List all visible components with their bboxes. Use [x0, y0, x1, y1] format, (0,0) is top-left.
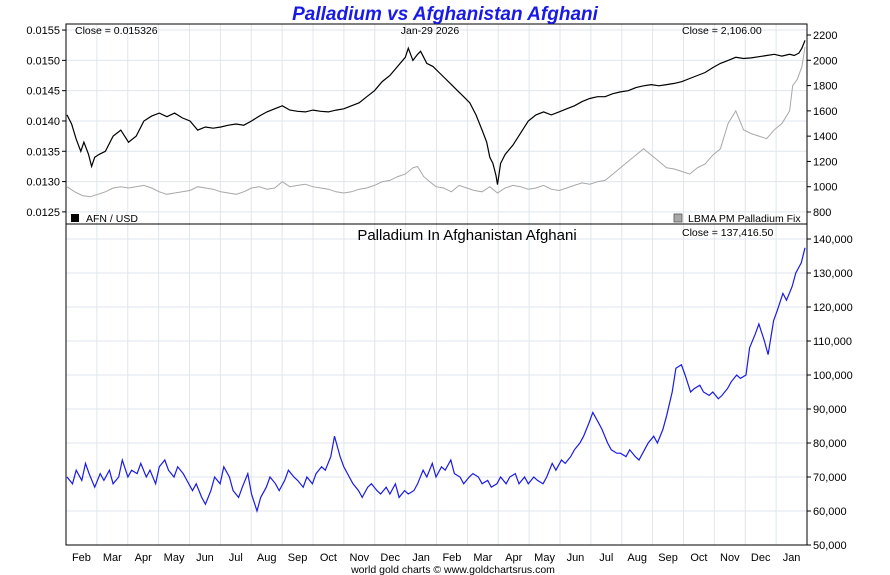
x-tick-label: Mar	[473, 552, 492, 564]
legend-palladium-swatch	[673, 213, 683, 223]
y-tick-label-bottom: 90,000	[813, 404, 847, 416]
x-tick-label: May	[534, 552, 555, 564]
x-tick-label: Oct	[320, 552, 337, 564]
y-tick-label-bottom: 110,000	[813, 336, 852, 348]
top-panel-grid	[65, 24, 808, 224]
y-tick-label-right: 1000	[813, 182, 837, 194]
x-tick-label: Aug	[627, 552, 647, 564]
x-tick-label: Jan	[412, 552, 430, 564]
y-tick-label-left: 0.0145	[26, 86, 60, 98]
footer-credit: world gold charts © www.goldchartsrus.co…	[350, 564, 555, 575]
y-tick-label-left: 0.0155	[26, 25, 60, 37]
y-tick-label-bottom: 100,000	[813, 370, 853, 382]
x-axis: Feb Mar Apr May Jun Jul Aug Sep Oct Nov Dec Jan Feb M…	[72, 552, 800, 564]
y-tick-label-bottom: 60,000	[813, 506, 847, 518]
y-tick-label-left: 0.0150	[26, 55, 60, 67]
x-tick-label: Jun	[567, 552, 585, 564]
x-tick-label: Nov	[720, 552, 740, 564]
y-tick-label-bottom: 140,000	[813, 234, 853, 246]
palladium-usd-line	[66, 46, 806, 198]
y-tick-label-left: 0.0135	[26, 146, 60, 158]
y-tick-label-bottom: 130,000	[813, 268, 853, 280]
x-tick-label: Dec	[751, 552, 771, 564]
x-tick-label: Jul	[599, 552, 613, 564]
y-tick-label-left: 0.0140	[26, 116, 60, 128]
bottom-right-axis: 50,000 60,000 70,000 80,000 90,000 100,000 110…	[807, 234, 853, 552]
legend-afn-swatch	[71, 214, 79, 222]
x-tick-label: Apr	[135, 552, 152, 564]
y-tick-label-right: 1200	[813, 156, 837, 168]
y-tick-label-left: 0.0130	[26, 177, 60, 189]
y-tick-label-right: 1600	[813, 106, 837, 118]
x-tick-label: Jan	[783, 552, 801, 564]
x-tick-label: Jun	[196, 552, 214, 564]
bottom-chart-title: Palladium In Afghanistan Afghani	[357, 227, 576, 244]
y-tick-label-right: 800	[813, 207, 831, 219]
x-tick-label: Sep	[658, 552, 678, 564]
y-tick-label-right: 2000	[813, 55, 837, 67]
y-tick-label-right: 2200	[813, 30, 837, 42]
date-label: Jan-29 2026	[401, 25, 460, 37]
legend-palladium-label: LBMA PM Palladium Fix	[688, 213, 801, 225]
bottom-panel-frame	[65, 223, 808, 546]
y-tick-label-left: 0.0125	[26, 207, 60, 219]
x-tick-label: Feb	[442, 552, 461, 564]
right-close-label: Close = 2,106.00	[682, 25, 762, 37]
y-tick-label-right: 1400	[813, 131, 837, 143]
legend-afn-label: AFN / USD	[86, 213, 138, 225]
y-tick-label-bottom: 50,000	[813, 540, 847, 552]
x-tick-label: Aug	[257, 552, 277, 564]
x-tick-label: Sep	[288, 552, 308, 564]
x-tick-label: Nov	[350, 552, 370, 564]
y-tick-label-bottom: 80,000	[813, 438, 847, 450]
top-right-axis: 800 1000 1200 1400 1600 1800 2000 2200	[807, 30, 837, 219]
x-tick-label: Dec	[380, 552, 400, 564]
afn-usd-line	[66, 40, 806, 185]
y-tick-label-bottom: 120,000	[813, 302, 853, 314]
x-tick-label: Jul	[229, 552, 243, 564]
palladium-in-afn-line	[66, 247, 806, 514]
x-tick-label: Feb	[72, 552, 91, 564]
top-left-axis: 0.0125 0.0130 0.0135 0.0140 0.0145 0.0150 0.01…	[26, 25, 66, 219]
x-tick-label: May	[164, 552, 185, 564]
left-close-label: Close = 0.015326	[75, 25, 158, 37]
bottom-panel-grid	[65, 224, 808, 546]
x-tick-label: Mar	[103, 552, 122, 564]
x-tick-label: Apr	[505, 552, 522, 564]
y-tick-label-right: 1800	[813, 81, 837, 93]
y-tick-label-bottom: 70,000	[813, 472, 847, 484]
bottom-close-label: Close = 137,416.50	[682, 227, 774, 239]
chart-title: Palladium vs Afghanistan Afghani	[292, 4, 599, 25]
x-tick-label: Oct	[690, 552, 707, 564]
